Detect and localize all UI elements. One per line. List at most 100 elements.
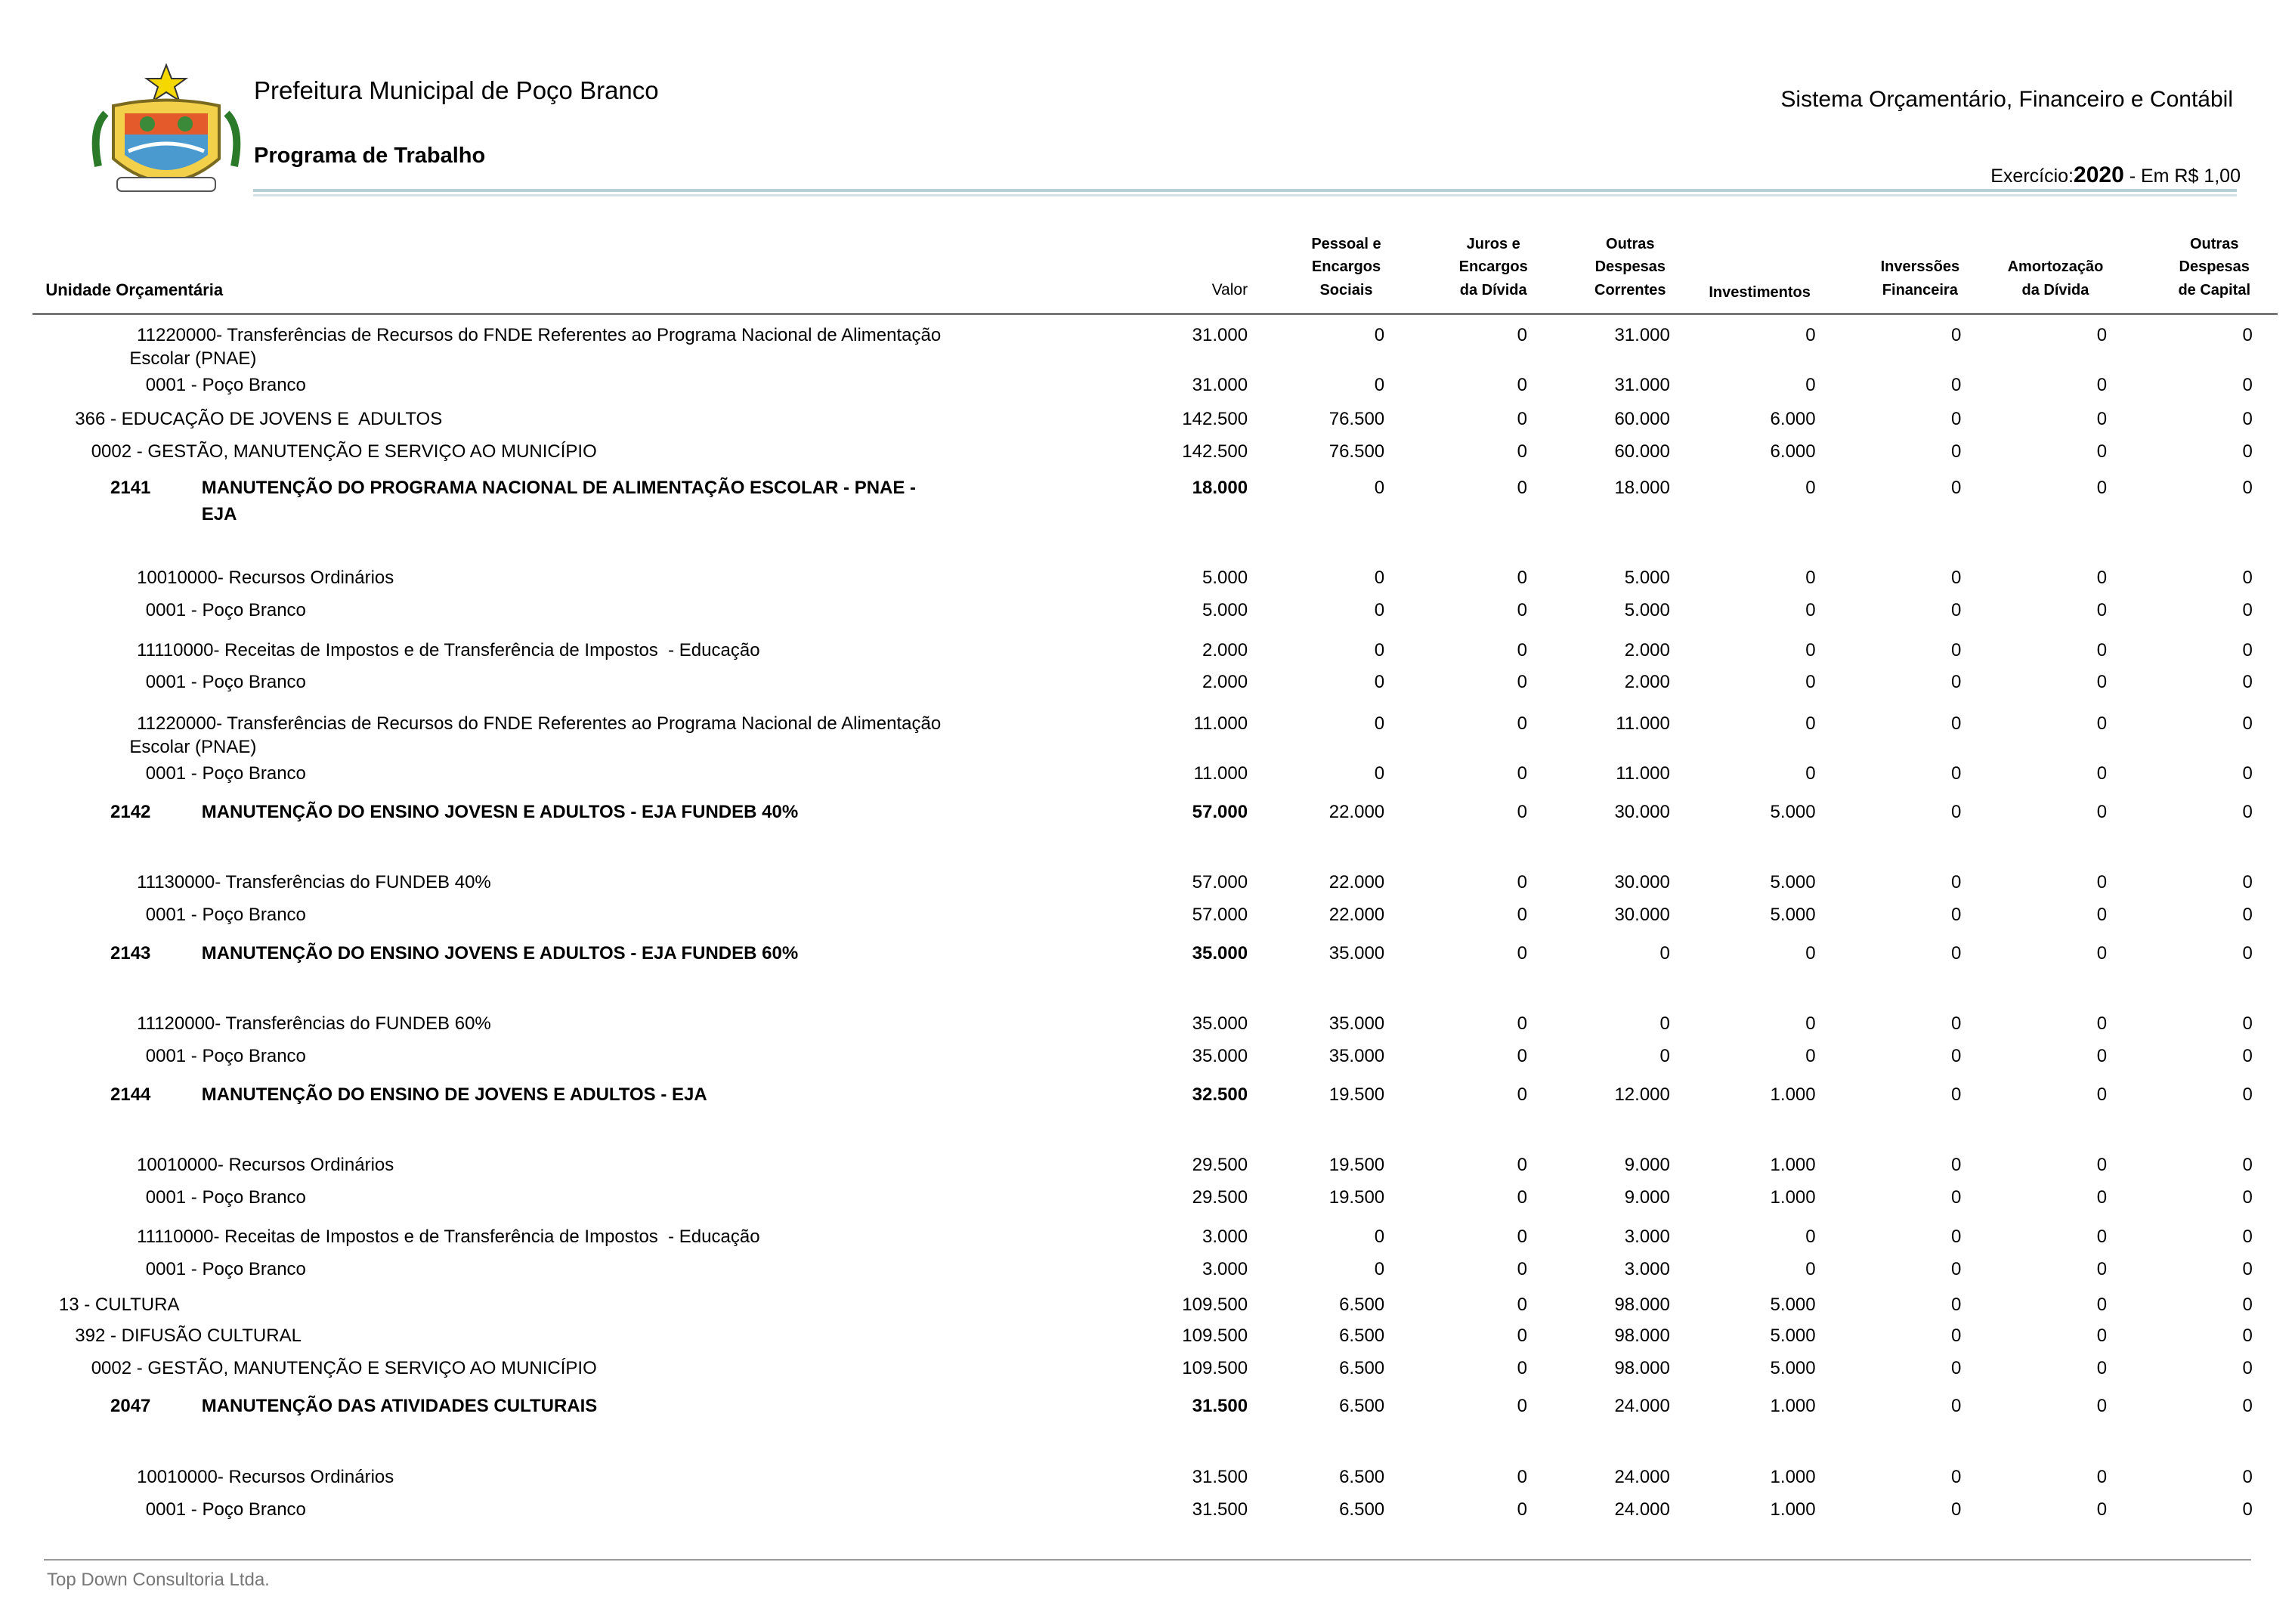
row-label: 11110000- Receitas de Impostos e de Tran… <box>137 1227 760 1248</box>
cell-value: 0 <box>2242 1259 2253 1280</box>
cell-value: 5.000 <box>1770 1357 1816 1378</box>
cell-value: 11.000 <box>1193 763 1248 784</box>
cell-value: 0 <box>1951 1466 1962 1487</box>
cell-value: 0 <box>1951 1155 1962 1176</box>
cell-value: 109.500 <box>1182 1325 1248 1346</box>
cell-value: 0 <box>2242 872 2253 893</box>
row-label: 366 - EDUCAÇÃO DE JOVENS E ADULTOS <box>75 408 443 429</box>
cell-value: 0 <box>1951 1499 1962 1520</box>
cell-value: 0 <box>1517 375 1527 396</box>
cell-value: 0 <box>2096 1186 2108 1208</box>
cell-value: 31.000 <box>1192 375 1248 396</box>
action-code: 2142 <box>110 801 151 822</box>
cell-value: 0 <box>2096 639 2108 660</box>
row-label: 0001 - Poço Branco <box>145 600 306 620</box>
cell-value: 0 <box>1517 763 1527 784</box>
cell-value: 0 <box>2096 324 2108 345</box>
cell-value: 57.000 <box>1192 801 1248 822</box>
system-name: Sistema Orçamentário, Financeiro e Contá… <box>1780 87 2233 112</box>
row-label: MANUTENÇÃO DAS ATIVIDADES CULTURAIS <box>201 1396 598 1417</box>
row-label: 0001 - Poço Branco <box>145 1499 306 1520</box>
action-code: 2143 <box>110 942 151 964</box>
cell-value: 19.500 <box>1328 1186 1385 1208</box>
cell-value: 0 <box>1517 1186 1527 1208</box>
cell-value: 12.000 <box>1614 1084 1670 1105</box>
column-header: Despesas <box>1594 258 1666 276</box>
cell-value: 0 <box>2096 1084 2108 1105</box>
cell-value: 0 <box>1517 1013 1527 1035</box>
cell-value: 0 <box>2242 324 2253 345</box>
cell-value: 0 <box>1805 713 1816 734</box>
currency-unit: - Em R$ 1,00 <box>2123 165 2241 187</box>
row-label: 11120000- Transferências do FUNDEB 60% <box>137 1013 491 1035</box>
cell-value: 35.000 <box>1192 1013 1248 1035</box>
cell-value: 0 <box>1517 568 1527 589</box>
row-label: MANUTENÇÃO DO ENSINO DE JOVENS E ADULTOS… <box>201 1084 707 1105</box>
cell-value: 0 <box>2096 1357 2108 1378</box>
cell-value: 6.000 <box>1770 441 1816 462</box>
cell-value: 5.000 <box>1770 1294 1816 1315</box>
cell-value: 1.000 <box>1770 1466 1816 1487</box>
cell-value: 0 <box>1517 872 1527 893</box>
logo <box>91 63 241 192</box>
cell-value: 1.000 <box>1770 1186 1816 1208</box>
cell-value: 0 <box>2242 763 2253 784</box>
cell-value: 0 <box>1805 942 1816 964</box>
cell-value: 0 <box>1517 672 1527 693</box>
cell-value: 0 <box>2242 1045 2253 1066</box>
cell-value: 0 <box>2096 1325 2108 1346</box>
cell-value: 109.500 <box>1182 1294 1248 1315</box>
column-header: Outras <box>2190 236 2239 253</box>
cell-value: 5.000 <box>1770 1325 1816 1346</box>
column-header: Correntes <box>1594 281 1666 299</box>
cell-value: 32.500 <box>1192 1084 1248 1105</box>
cell-value: 0 <box>1951 408 1962 429</box>
cell-value: 1.000 <box>1770 1499 1816 1520</box>
cell-value: 5.000 <box>1624 568 1670 589</box>
cell-value: 0 <box>2242 672 2253 693</box>
cell-value: 0 <box>1374 600 1385 620</box>
cell-value: 0 <box>1951 1013 1962 1035</box>
action-code: 2144 <box>110 1084 151 1105</box>
column-header: Pessoal e <box>1311 236 1381 253</box>
row-label: 0001 - Poço Branco <box>145 1259 306 1280</box>
cell-value: 3.000 <box>1202 1259 1248 1280</box>
cell-value: 19.500 <box>1328 1084 1385 1105</box>
row-label: 11110000- Receitas de Impostos e de Tran… <box>137 639 760 660</box>
cell-value: 0 <box>2096 1155 2108 1176</box>
cell-value: 0 <box>2242 408 2253 429</box>
cell-value: 0 <box>2242 1357 2253 1378</box>
cell-value: 0 <box>1951 568 1962 589</box>
exercise-label: Exercício: <box>1990 165 2074 187</box>
cell-value: 0 <box>1374 713 1385 734</box>
cell-value: 0 <box>1517 1294 1527 1315</box>
cell-value: 142.500 <box>1182 408 1248 429</box>
cell-value: 0 <box>2242 1294 2253 1315</box>
cell-value: 5.000 <box>1770 801 1816 822</box>
row-label: 0001 - Poço Branco <box>145 1186 306 1208</box>
row-label: 0002 - GESTÃO, MANUTENÇÃO E SERVIÇO AO M… <box>91 1357 597 1378</box>
cell-value: 0 <box>1517 1396 1527 1417</box>
report-title: Programa de Trabalho <box>254 144 486 168</box>
exercise-year: 2020 <box>2074 162 2124 187</box>
cell-value: 35.000 <box>1328 1013 1385 1035</box>
cell-value: 0 <box>1951 1294 1962 1315</box>
cell-value: 57.000 <box>1192 872 1248 893</box>
row-label: 10010000- Recursos Ordinários <box>137 1155 394 1176</box>
cell-value: 0 <box>2096 600 2108 620</box>
row-label: 11220000- Transferências de Recursos do … <box>137 324 942 345</box>
cell-value: 0 <box>1517 1155 1527 1176</box>
cell-value: 0 <box>1805 478 1816 499</box>
column-header: Unidade Orçamentária <box>45 280 224 299</box>
cell-value: 60.000 <box>1614 441 1670 462</box>
cell-value: 0 <box>1374 672 1385 693</box>
cell-value: 24.000 <box>1614 1466 1670 1487</box>
cell-value: 5.000 <box>1202 568 1248 589</box>
cell-value: 1.000 <box>1770 1155 1816 1176</box>
cell-value: 0 <box>1805 1259 1816 1280</box>
cell-value: 35.000 <box>1328 1045 1385 1066</box>
row-label: 0002 - GESTÃO, MANUTENÇÃO E SERVIÇO AO M… <box>91 441 597 462</box>
cell-value: 1.000 <box>1770 1084 1816 1105</box>
cell-value: 31.000 <box>1192 324 1248 345</box>
cell-value: 0 <box>2242 1155 2253 1176</box>
